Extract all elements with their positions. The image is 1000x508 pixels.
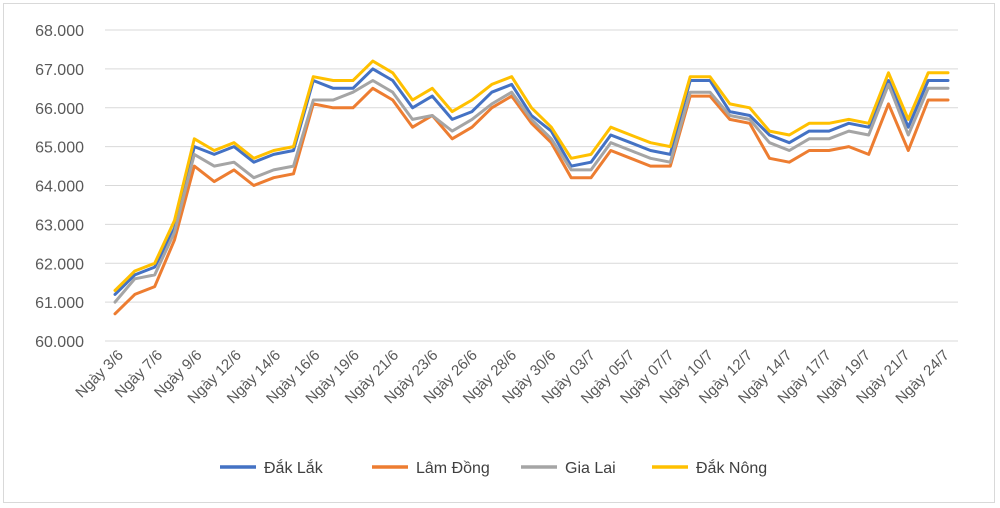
y-tick-label: 62.000 [35,256,84,273]
gridlines [105,29,958,303]
series-line-0 [113,67,950,296]
y-tick-label: 66.000 [35,101,84,118]
series-line-1 [113,86,950,316]
legend-label: Đắk Nông [696,458,767,477]
y-tick-label: 65.000 [35,140,84,157]
series-lines [113,59,950,316]
series-line-3 [113,59,950,292]
y-tick-label: 61.000 [35,295,84,312]
series-line-2 [113,79,950,304]
legend-label: Gia Lai [565,460,616,477]
y-tick-label: 63.000 [35,217,84,234]
legend-label: Lâm Đồng [416,460,490,477]
legend-label: Đắk Lắk [264,458,324,477]
y-tick-label: 68.000 [35,23,84,40]
legend: Đắk Lắk Lâm Đồng Gia Lai Đắk Nông [220,458,767,477]
y-axis-tick-labels: 60.000 61.000 62.000 63.000 64.000 65.000 66.0… [35,23,84,351]
y-tick-label: 60.000 [35,334,84,351]
y-tick-label: 64.000 [35,179,84,196]
y-tick-label: 67.000 [35,62,84,79]
